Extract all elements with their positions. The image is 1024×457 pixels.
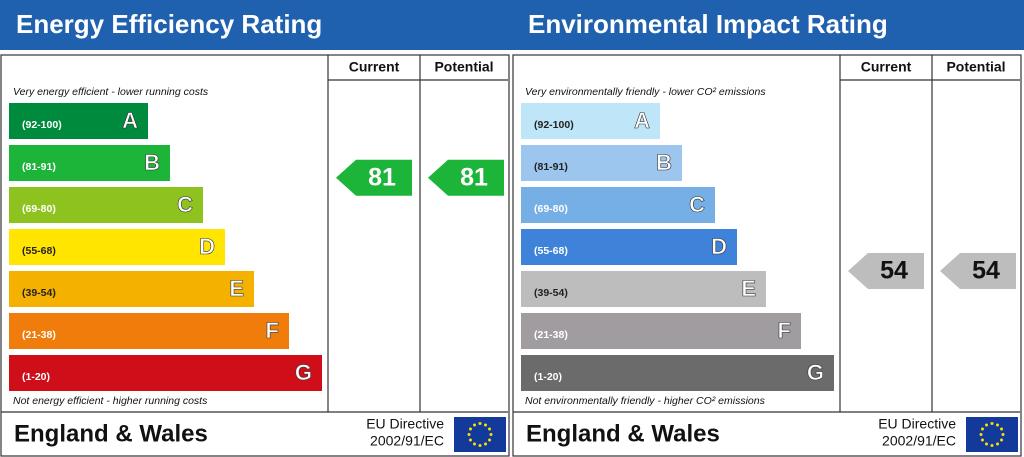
band-bar <box>521 229 737 265</box>
panel-title: Environmental Impact Rating <box>528 9 888 39</box>
flag-star <box>1000 438 1004 442</box>
band-range: (92-100) <box>534 119 574 131</box>
band-bar <box>521 355 834 391</box>
band-letter: F <box>778 318 791 343</box>
rating-arrow <box>940 253 1016 289</box>
flag-star <box>488 427 492 431</box>
flag-star <box>979 433 983 436</box>
flag-star <box>990 422 994 425</box>
band-range: (81-91) <box>534 161 568 173</box>
column-header: Current <box>861 59 912 75</box>
band-bar <box>9 313 289 349</box>
band-range: (1-20) <box>22 371 50 383</box>
band-bar <box>521 187 715 223</box>
band-letter: B <box>144 150 160 175</box>
flag-star <box>468 427 472 431</box>
flag-star <box>488 438 492 442</box>
flag-star <box>489 433 493 436</box>
band-bar <box>9 271 254 307</box>
frame <box>512 54 1022 457</box>
band-range: (1-20) <box>534 371 562 383</box>
column-header: Potential <box>946 59 1005 75</box>
title-bar <box>512 0 1024 50</box>
bottom-note: Not environmentally friendly - higher CO… <box>525 395 766 407</box>
band-range: (55-68) <box>534 245 568 257</box>
band-letter: A <box>634 108 650 133</box>
band-range: (39-54) <box>22 287 56 299</box>
band-letter: B <box>656 150 672 175</box>
flag-star <box>990 444 994 447</box>
flag-star <box>985 423 988 427</box>
flag-star <box>980 427 984 431</box>
band-bar <box>521 145 682 181</box>
flag-star <box>468 438 472 442</box>
band-bar <box>9 145 170 181</box>
band-range: (69-80) <box>22 203 56 215</box>
band-bar <box>9 355 322 391</box>
flag-star <box>478 444 482 447</box>
rating-panel: Energy Efficiency Rating Current Potential… <box>0 0 512 457</box>
band-letter: D <box>199 234 215 259</box>
rating-arrow <box>428 159 504 196</box>
rating-arrow <box>336 159 412 196</box>
band-letter: G <box>295 360 312 385</box>
band-bar <box>521 103 660 139</box>
rating-value: 81 <box>368 163 396 191</box>
footer-region: England & Wales <box>526 420 720 447</box>
flag-star <box>484 442 487 446</box>
flag-star <box>467 433 471 436</box>
band-letter: F <box>266 318 279 343</box>
band-letter: C <box>689 192 705 217</box>
flag-star <box>478 422 482 425</box>
flag-star <box>1000 427 1004 431</box>
footer-region: England & Wales <box>14 420 208 447</box>
rating-value: 54 <box>972 257 1000 285</box>
band-bar <box>521 313 801 349</box>
flag-star <box>473 442 476 446</box>
band-letter: E <box>741 276 756 301</box>
panel-title: Energy Efficiency Rating <box>16 9 322 39</box>
band-bar <box>521 271 766 307</box>
eu-directive: EU Directive <box>878 416 956 432</box>
eu-directive: 2002/91/EC <box>370 433 444 449</box>
flag-star <box>980 438 984 442</box>
column-header: Current <box>349 59 400 75</box>
flag-star <box>996 442 999 446</box>
rating-value: 54 <box>880 257 908 285</box>
top-note: Very energy efficient - lower running co… <box>13 86 209 98</box>
band-range: (21-38) <box>22 329 56 341</box>
flag-star <box>473 423 476 427</box>
band-range: (81-91) <box>22 161 56 173</box>
band-letter: E <box>229 276 244 301</box>
title-bar <box>0 0 512 50</box>
flag-star <box>985 442 988 446</box>
eu-directive: 2002/91/EC <box>882 433 956 449</box>
top-note: Very environmentally friendly - lower CO… <box>525 86 766 98</box>
rating-arrow <box>848 253 924 289</box>
band-letter: D <box>711 234 727 259</box>
flag-star <box>484 423 487 427</box>
band-range: (55-68) <box>22 245 56 257</box>
band-range: (92-100) <box>22 119 62 131</box>
bottom-note: Not energy efficient - higher running co… <box>13 395 208 407</box>
band-letter: A <box>122 108 138 133</box>
band-bar <box>9 187 203 223</box>
flag-star <box>1001 433 1005 436</box>
band-range: (69-80) <box>534 203 568 215</box>
band-letter: C <box>177 192 193 217</box>
band-letter: G <box>807 360 824 385</box>
rating-panel: Environmental Impact Rating Current Potent… <box>512 0 1024 457</box>
column-header: Potential <box>434 59 493 75</box>
frame <box>0 54 510 457</box>
rating-value: 81 <box>460 163 488 191</box>
band-bar <box>9 103 148 139</box>
flag-star <box>996 423 999 427</box>
eu-directive: EU Directive <box>366 416 444 432</box>
band-bar <box>9 229 225 265</box>
band-range: (39-54) <box>534 287 568 299</box>
band-range: (21-38) <box>534 329 568 341</box>
